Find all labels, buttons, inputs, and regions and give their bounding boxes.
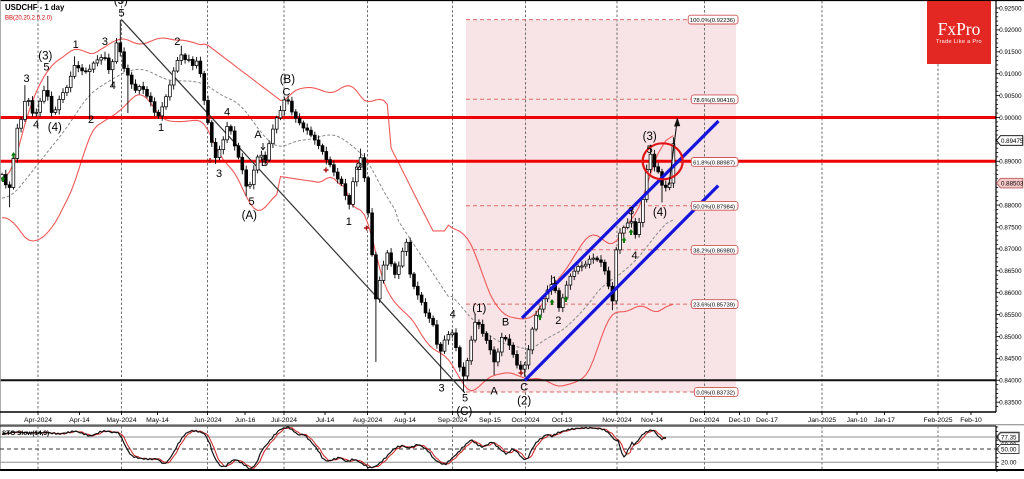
svg-text:4: 4 [224, 107, 230, 119]
svg-text:0.85000: 0.85000 [999, 334, 1022, 341]
svg-text:A: A [490, 386, 498, 398]
svg-text:(2): (2) [517, 396, 531, 408]
svg-text:Jul-2024: Jul-2024 [271, 417, 297, 424]
svg-text:Nov-2024: Nov-2024 [602, 417, 632, 424]
svg-text:4: 4 [110, 80, 116, 92]
svg-text:5: 5 [43, 62, 49, 74]
svg-text:STO Slow(14,3): STO Slow(14,3) [2, 430, 49, 437]
svg-text:0.84000: 0.84000 [999, 378, 1022, 385]
svg-text:0.92000: 0.92000 [999, 27, 1022, 34]
svg-text:3: 3 [438, 383, 444, 395]
svg-text:C: C [520, 382, 528, 394]
svg-text:Dec-17: Dec-17 [756, 417, 778, 424]
svg-text:(1): (1) [472, 303, 486, 315]
svg-text:(5): (5) [114, 0, 128, 7]
svg-text:USDCHF - 1 day: USDCHF - 1 day [5, 3, 65, 12]
svg-text:Feb-10: Feb-10 [960, 417, 982, 424]
svg-text:Jun-16: Jun-16 [235, 417, 256, 424]
svg-text:Sep-2024: Sep-2024 [438, 417, 468, 424]
svg-text:Dec-10: Dec-10 [729, 417, 751, 424]
svg-text:4: 4 [631, 250, 637, 262]
svg-text:3: 3 [628, 206, 634, 218]
svg-text:3: 3 [23, 73, 29, 85]
svg-text:(A): (A) [242, 210, 258, 222]
svg-text:B: B [261, 157, 268, 169]
svg-text:0.84500: 0.84500 [999, 356, 1022, 363]
svg-text:FxPro: FxPro [938, 19, 981, 39]
svg-text:C: C [282, 87, 290, 99]
svg-text:1: 1 [73, 39, 79, 51]
svg-text:2: 2 [555, 315, 561, 327]
svg-text:61.8%(0.88987): 61.8%(0.88987) [693, 160, 735, 166]
svg-text:Sep-15: Sep-15 [479, 417, 501, 424]
svg-text:(4): (4) [48, 122, 62, 134]
svg-text:2: 2 [88, 114, 94, 126]
svg-text:5: 5 [647, 144, 653, 156]
svg-text:50.00: 50.00 [1001, 446, 1017, 453]
svg-text:May-14: May-14 [146, 417, 169, 424]
svg-text:Jun-2024: Jun-2024 [193, 417, 222, 424]
svg-text:0.89000: 0.89000 [999, 159, 1022, 166]
svg-text:0.83500: 0.83500 [999, 400, 1022, 407]
svg-text:0.87500: 0.87500 [999, 224, 1022, 231]
svg-text:B: B [502, 317, 509, 329]
svg-text:0.88503: 0.88503 [1001, 180, 1024, 187]
svg-text:Jan-17: Jan-17 [874, 417, 895, 424]
svg-text:1: 1 [551, 275, 557, 287]
svg-text:A: A [254, 129, 262, 141]
svg-text:0.91000: 0.91000 [999, 71, 1022, 78]
svg-text:77.35: 77.35 [1001, 434, 1017, 441]
svg-text:23.6%(0.85739): 23.6%(0.85739) [693, 303, 735, 309]
svg-text:Apr-14: Apr-14 [69, 417, 90, 424]
svg-text:50.0%(0.87984): 50.0%(0.87984) [693, 204, 735, 210]
svg-text:4: 4 [450, 309, 456, 321]
svg-text:0.87000: 0.87000 [999, 246, 1022, 253]
svg-text:78.6%(0.90416): 78.6%(0.90416) [693, 98, 735, 104]
svg-text:Jan-2025: Jan-2025 [808, 417, 837, 424]
svg-text:5: 5 [118, 8, 124, 20]
svg-text:0.92500: 0.92500 [999, 5, 1022, 12]
svg-text:May-2024: May-2024 [106, 417, 136, 424]
svg-text:0.91500: 0.91500 [999, 49, 1022, 56]
svg-text:Apr-2024: Apr-2024 [24, 417, 52, 424]
svg-text:4: 4 [33, 119, 39, 131]
svg-text:(4): (4) [653, 207, 667, 219]
svg-text:Aug-2024: Aug-2024 [353, 417, 383, 424]
svg-text:0.86000: 0.86000 [999, 290, 1022, 297]
svg-text:Aug-14: Aug-14 [394, 417, 416, 424]
svg-text:Oct-13: Oct-13 [552, 417, 573, 424]
svg-text:(B): (B) [280, 74, 296, 86]
svg-text:Oct-2024: Oct-2024 [512, 417, 540, 424]
svg-text:(3): (3) [38, 51, 52, 63]
svg-text:Jan-10: Jan-10 [847, 417, 868, 424]
svg-text:0.85500: 0.85500 [999, 312, 1022, 319]
svg-text:5: 5 [462, 393, 468, 405]
svg-text:1: 1 [158, 122, 164, 134]
svg-text:20.00: 20.00 [1001, 460, 1017, 467]
svg-text:3: 3 [102, 36, 108, 48]
svg-text:0.86500: 0.86500 [999, 268, 1022, 275]
svg-text:Trade Like a Pro: Trade Like a Pro [936, 39, 982, 45]
svg-text:BB(20,20,2.0,2.0): BB(20,20,2.0,2.0) [5, 16, 52, 22]
svg-text:0.88000: 0.88000 [999, 202, 1022, 209]
svg-text:Feb-2025: Feb-2025 [923, 417, 952, 424]
svg-text:0.90000: 0.90000 [999, 115, 1022, 122]
svg-text:(3): (3) [643, 131, 657, 143]
svg-text:38.2%(0.86980): 38.2%(0.86980) [693, 248, 735, 254]
svg-text:Dec-2024: Dec-2024 [690, 417, 720, 424]
svg-text:2: 2 [174, 36, 180, 48]
svg-text:Jul-14: Jul-14 [316, 417, 335, 424]
svg-text:3: 3 [216, 168, 222, 180]
svg-text:0.90500: 0.90500 [999, 93, 1022, 100]
svg-text:1: 1 [346, 216, 352, 228]
svg-text:Nov-14: Nov-14 [641, 417, 663, 424]
svg-text:2: 2 [356, 161, 362, 173]
svg-text:5: 5 [249, 196, 255, 208]
svg-text:100.0%(0.92236): 100.0%(0.92236) [690, 18, 735, 24]
svg-text:0.0%(0.83732): 0.0%(0.83732) [696, 391, 735, 397]
svg-text:0.89475: 0.89475 [1001, 138, 1024, 145]
